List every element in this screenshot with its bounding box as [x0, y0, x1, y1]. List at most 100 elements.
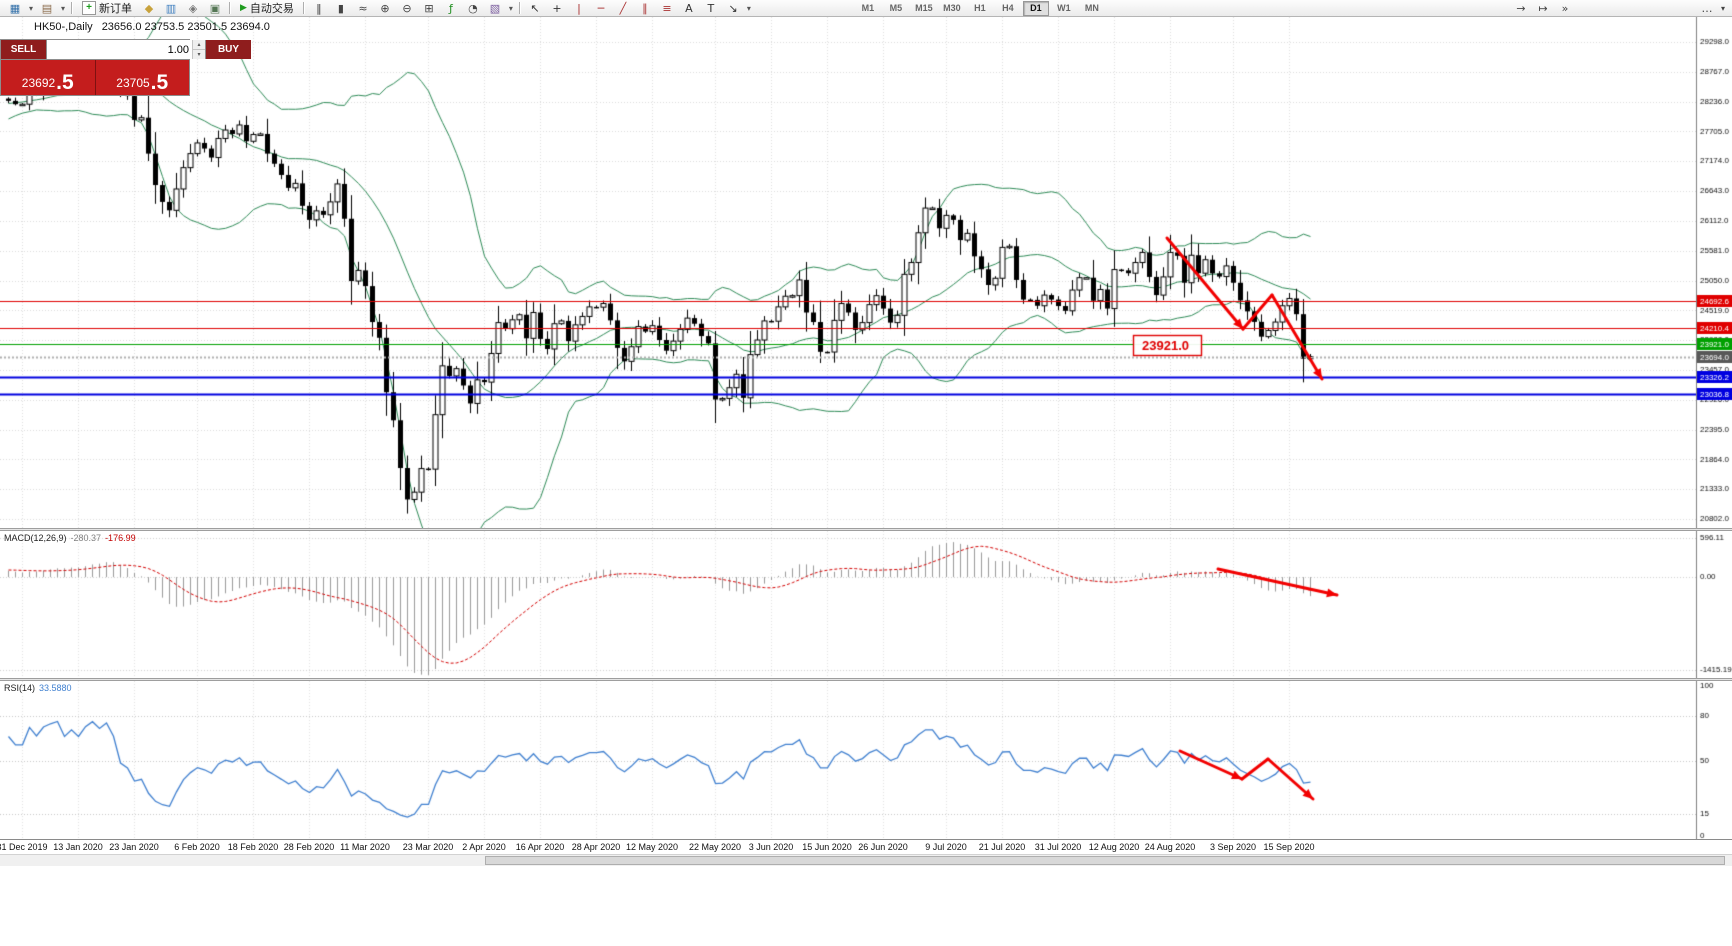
- market-watch-icon[interactable]: ▥: [165, 1, 177, 15]
- navigator-icon[interactable]: ◈: [188, 1, 198, 15]
- chart-ohlc-readout: HK50-,Daily 23656.0 23753.5 23501.5 23694…: [34, 21, 270, 33]
- time-axis[interactable]: 31 Dec 2019 13 Jan 2020 23 Jan 2020 6 Feb 2…: [0, 839, 1732, 854]
- date-label: 28 Apr 2020: [571, 842, 621, 852]
- buy-price-main: 23705: [116, 76, 150, 90]
- metaeditor-icon[interactable]: ◆: [144, 1, 154, 15]
- timeframe-m5-button[interactable]: M5: [889, 3, 903, 13]
- sell-price[interactable]: 23692.5: [1, 60, 96, 95]
- toolbar-more-icon[interactable]: …: [1701, 1, 1713, 15]
- fibonacci-icon[interactable]: ≡: [662, 1, 672, 15]
- new-chart-caret-icon[interactable]: ▾: [28, 3, 33, 13]
- date-label: 24 Aug 2020: [1144, 842, 1196, 852]
- timeframe-h4-button[interactable]: H4: [1002, 3, 1014, 13]
- date-label: 3 Jun 2020: [748, 842, 794, 852]
- workspace-icons-group: ◆ ▥ ◈ ▣: [138, 0, 226, 16]
- sell-price-main: 23692: [21, 76, 56, 90]
- zoom-in-icon[interactable]: ⊕: [380, 1, 390, 15]
- arrows-caret-icon[interactable]: ▾: [746, 3, 751, 13]
- autotrade-button[interactable]: ▶ 自动交易: [234, 1, 300, 16]
- drawing-tools-group: ↖ + | ─ ╱ ∥ ≡ A T ↘ ▾: [524, 0, 754, 16]
- date-label: 28 Feb 2020: [283, 842, 335, 852]
- timeframe-m1-button[interactable]: M1: [861, 3, 875, 13]
- macd-indicator-label: MACD(12,26,9) -280.37 -176.99: [4, 533, 136, 543]
- buy-button[interactable]: BUY: [206, 40, 251, 59]
- rsi-name: RSI(14): [4, 683, 36, 693]
- macd-value-main: -280.37: [70, 533, 102, 543]
- timeframe-m15-button[interactable]: M15: [915, 3, 933, 13]
- channel-icon[interactable]: ∥: [642, 1, 648, 15]
- date-label: 13 Jan 2020: [53, 842, 103, 852]
- indicators-icon[interactable]: ƒ: [448, 1, 453, 15]
- arrows-icon[interactable]: ↘: [728, 1, 738, 15]
- date-label: 26 Jun 2020: [858, 842, 908, 852]
- date-label: 15 Sep 2020: [1263, 842, 1315, 852]
- toolbar-separator: [71, 2, 73, 14]
- line-chart-icon[interactable]: ≈: [358, 1, 368, 15]
- date-label: 18 Feb 2020: [227, 842, 279, 852]
- macd-indicator-canvas[interactable]: [0, 531, 1732, 678]
- date-label: 31 Jul 2020: [1034, 842, 1082, 852]
- date-label: 2 Apr 2020: [462, 842, 506, 852]
- timeframe-h1-button[interactable]: H1: [974, 3, 986, 13]
- cursor-icon[interactable]: ↖: [530, 1, 540, 15]
- candlestick-chart-icon[interactable]: ▮: [337, 1, 344, 15]
- timeframe-d1-button[interactable]: D1: [1022, 0, 1049, 16]
- timeframe-m30-button[interactable]: M30: [943, 3, 961, 13]
- date-label: 16 Apr 2020: [515, 842, 565, 852]
- date-label: 12 Aug 2020: [1088, 842, 1140, 852]
- toolbar-separator: [302, 2, 305, 14]
- horizontal-line-icon[interactable]: ─: [597, 1, 605, 15]
- periods-icon[interactable]: ◔: [468, 1, 478, 15]
- volume-decrease-button[interactable]: ▾: [193, 50, 205, 59]
- toolbar-separator: [229, 2, 231, 14]
- timeframe-mn-button[interactable]: MN: [1084, 3, 1099, 13]
- symbol-period-label: HK50-,Daily: [34, 21, 93, 33]
- profiles-icon[interactable]: ▤: [41, 1, 53, 15]
- horizontal-scrollbar[interactable]: [0, 854, 1732, 866]
- date-label: 3 Sep 2020: [1209, 842, 1257, 852]
- crosshair-icon[interactable]: +: [552, 1, 562, 15]
- text-icon[interactable]: A: [685, 1, 693, 15]
- new-order-icon: +: [82, 1, 96, 15]
- tile-windows-icon[interactable]: ⊞: [424, 1, 434, 15]
- terminal-icon[interactable]: ▣: [209, 1, 221, 15]
- volume-increase-button[interactable]: ▴: [193, 40, 205, 50]
- toolbar-menu-caret-icon[interactable]: ▾: [1720, 3, 1725, 13]
- sell-button[interactable]: SELL: [1, 40, 46, 59]
- autoscroll-icon[interactable]: →: [1516, 1, 1526, 15]
- panel-divider[interactable]: [0, 528, 1732, 531]
- trendline-icon[interactable]: ╱: [619, 1, 627, 15]
- date-label: 21 Jul 2020: [978, 842, 1026, 852]
- bar-chart-icon[interactable]: ‖: [316, 1, 322, 15]
- date-label: 12 May 2020: [625, 842, 679, 852]
- main-price-chart-canvas[interactable]: [0, 17, 1732, 528]
- scrollbar-thumb[interactable]: [484, 856, 1726, 865]
- one-click-trading-panel: SELL ▴ ▾ BUY 23692.5 23705.5: [0, 39, 251, 96]
- timeframe-w1-button[interactable]: W1: [1057, 3, 1071, 13]
- sell-price-frac: .5: [56, 71, 74, 94]
- chart-shift-icon[interactable]: ↦: [1538, 1, 1548, 15]
- buy-price[interactable]: 23705.5: [95, 60, 189, 95]
- rsi-indicator-label: RSI(14) 33.5880: [4, 683, 72, 693]
- new-order-label: 新订单: [99, 3, 132, 15]
- volume-input[interactable]: [47, 40, 192, 59]
- chart-window-icons-group: ▦ ▾ ▤ ▾: [4, 0, 68, 16]
- profiles-caret-icon[interactable]: ▾: [60, 3, 65, 13]
- toolbar-overflow-icon[interactable]: »: [1561, 1, 1569, 15]
- date-label: 31 Dec 2019: [0, 842, 48, 852]
- panel-divider[interactable]: [0, 678, 1732, 681]
- text-label-icon[interactable]: T: [707, 1, 715, 15]
- new-order-button[interactable]: + 新订单: [76, 1, 138, 16]
- rsi-indicator-canvas[interactable]: [0, 681, 1732, 839]
- date-label: 15 Jun 2020: [802, 842, 852, 852]
- autotrade-label: 自动交易: [249, 3, 294, 15]
- toolbar-separator: [518, 2, 521, 14]
- zoom-out-icon[interactable]: ⊖: [402, 1, 412, 15]
- templates-icon[interactable]: ▧: [489, 1, 501, 15]
- templates-caret-icon[interactable]: ▾: [508, 3, 513, 13]
- chart-toggle-icons-group: → ↦ »: [1510, 0, 1576, 16]
- vertical-line-icon[interactable]: |: [577, 1, 581, 15]
- new-chart-icon[interactable]: ▦: [9, 1, 21, 15]
- macd-name: MACD(12,26,9): [4, 533, 67, 543]
- toolbar-right-icons-group: … ▾: [1696, 0, 1728, 16]
